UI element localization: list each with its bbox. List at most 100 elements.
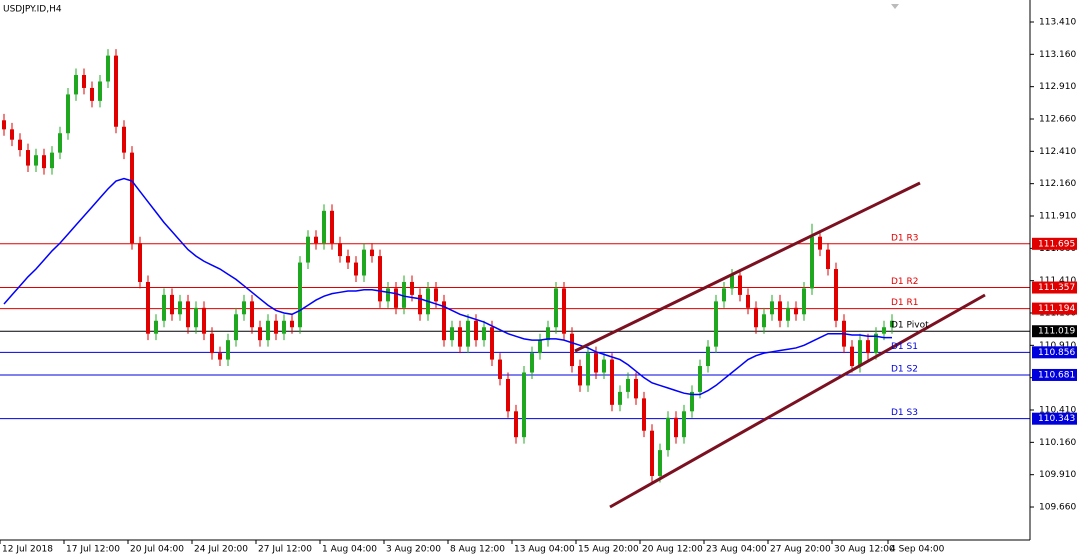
candle-body	[218, 353, 222, 360]
candle-body	[810, 236, 814, 289]
candle-body	[826, 249, 830, 270]
candle-body	[122, 126, 126, 153]
candle-body	[794, 307, 798, 315]
y-tick-label: 110.410	[1039, 406, 1076, 416]
candle-body	[18, 139, 22, 151]
candle-body	[618, 391, 622, 405]
trend-line	[609, 293, 986, 509]
candle-body	[42, 155, 46, 169]
candle-body	[58, 133, 62, 153]
candle-body	[394, 288, 398, 308]
candle-body	[866, 340, 870, 354]
x-tick-label: 8 Aug 12:00	[450, 545, 505, 555]
x-tick-label: 23 Aug 04:00	[706, 545, 767, 555]
candle-body	[66, 94, 70, 134]
candle-body	[834, 269, 838, 321]
candle-body	[554, 288, 558, 328]
candle-body	[682, 411, 686, 438]
candle-body	[642, 398, 646, 431]
level-name: D1 R2	[891, 277, 919, 287]
candle-body	[594, 353, 598, 373]
trend-line	[574, 181, 921, 353]
candle-body	[354, 262, 358, 276]
price-tag-label: 111.019	[1038, 327, 1075, 337]
candle-body	[290, 320, 294, 328]
candle-body	[186, 301, 190, 328]
candle-body	[266, 320, 270, 341]
candle-body	[106, 55, 110, 82]
candle-body	[370, 249, 374, 257]
candle-body	[338, 243, 342, 257]
candle-body	[242, 301, 246, 315]
price-tag-label: 111.194	[1038, 304, 1075, 314]
y-tick-label: 109.660	[1039, 503, 1076, 513]
candle-body	[490, 327, 494, 360]
candle-body	[146, 281, 150, 334]
candle-body	[410, 281, 414, 295]
candle-body	[50, 152, 54, 169]
candle-body	[706, 346, 710, 367]
candle-body	[818, 236, 822, 250]
candle-body	[658, 450, 662, 476]
candle-body	[850, 346, 854, 367]
candle-body	[474, 320, 478, 341]
candle-body	[298, 262, 302, 328]
x-tick-label: 24 Jul 20:00	[194, 545, 248, 555]
candle-body	[466, 320, 470, 347]
candle-body	[418, 294, 422, 315]
candle-body	[714, 301, 718, 347]
candle-body	[482, 327, 486, 341]
candle-body	[746, 294, 750, 308]
candle-body	[634, 378, 638, 399]
candle-body	[26, 150, 30, 166]
y-tick-label: 110.160	[1039, 438, 1076, 448]
level-name: D1 S2	[891, 364, 918, 374]
candle-body	[250, 301, 254, 328]
y-tick-label: 112.160	[1039, 179, 1076, 189]
candle-body	[506, 378, 510, 412]
candle-body	[138, 243, 142, 282]
candle-body	[890, 320, 894, 328]
price-tag-label: 110.856	[1038, 348, 1075, 358]
candle-body	[362, 249, 366, 276]
candle-body	[666, 417, 670, 451]
x-tick-label: 15 Aug 20:00	[578, 545, 639, 555]
x-tick-label: 27 Jul 12:00	[258, 545, 312, 555]
candle-body	[330, 210, 334, 244]
candle-body	[194, 307, 198, 328]
candle-body	[530, 353, 534, 373]
candle-body	[82, 75, 86, 88]
x-tick-label: 30 Aug 12:00	[834, 545, 895, 555]
price-tag	[1032, 237, 1077, 250]
price-tag	[1032, 302, 1077, 315]
y-tick-label: 109.910	[1039, 470, 1076, 480]
x-tick-label: 3 Aug 20:00	[386, 545, 441, 555]
price-tag-label: 110.343	[1038, 414, 1075, 424]
candle-body	[458, 327, 462, 347]
candle-body	[674, 417, 678, 438]
candle-body	[698, 366, 702, 392]
candle-body	[402, 281, 406, 308]
candle-body	[306, 236, 310, 263]
y-tick-label: 113.160	[1039, 50, 1076, 60]
candle-body	[90, 87, 94, 101]
price-tag	[1032, 281, 1077, 294]
candle-body	[346, 256, 350, 263]
x-tick-label: 1 Aug 04:00	[322, 545, 377, 555]
candle-body	[626, 378, 630, 392]
candle-body	[770, 301, 774, 315]
y-tick-label: 112.910	[1039, 82, 1076, 92]
candle-body	[226, 340, 230, 360]
candle-body	[2, 120, 6, 130]
y-tick-label: 112.660	[1039, 114, 1076, 124]
candle-body	[738, 275, 742, 295]
candle-body	[730, 275, 734, 289]
candle-body	[274, 320, 278, 334]
candle-body	[162, 294, 166, 321]
y-tick-label: 111.410	[1039, 276, 1076, 286]
candle-body	[282, 320, 286, 334]
candle-body	[234, 314, 238, 341]
candle-body	[786, 307, 790, 321]
